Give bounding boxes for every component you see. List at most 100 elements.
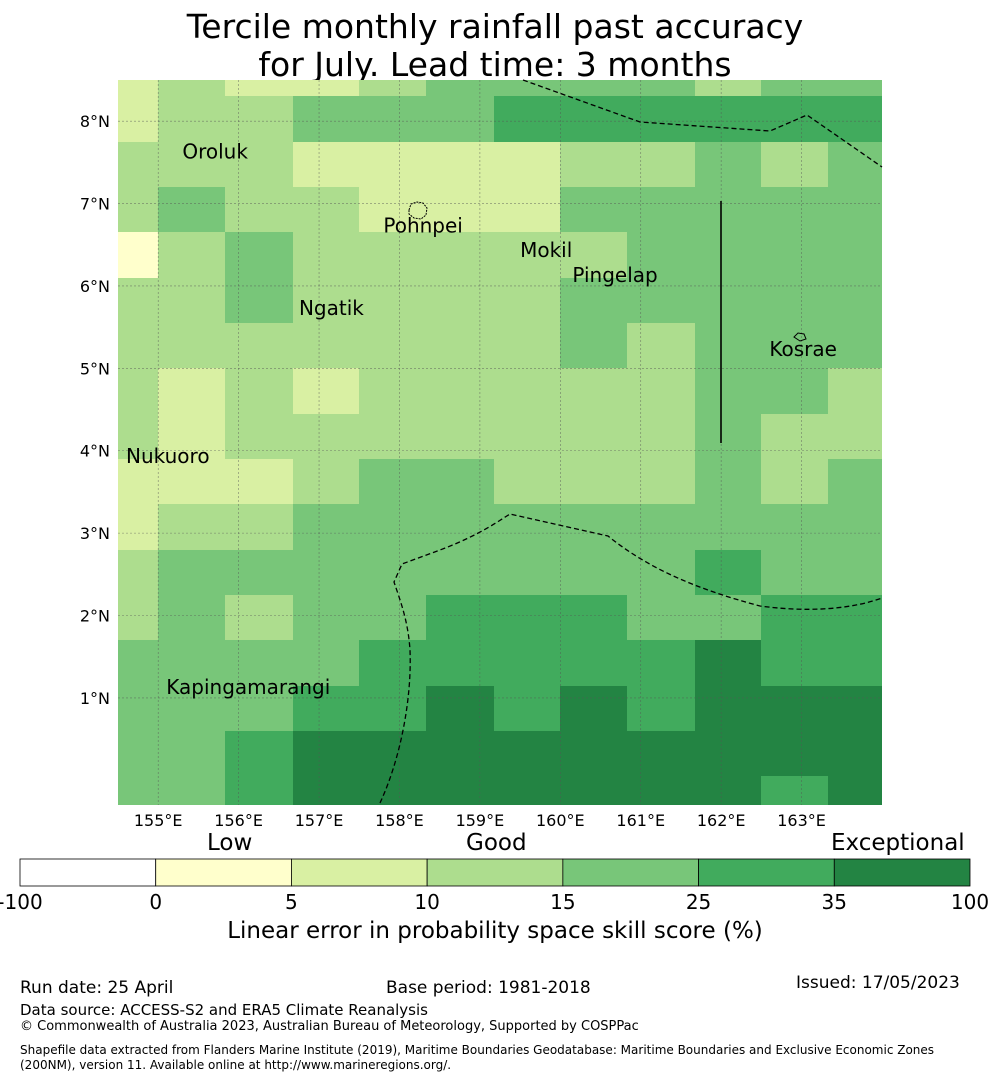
colorbar-label: Linear error in probability space skill …	[227, 918, 763, 944]
lat-tick-label: 3°N	[80, 524, 110, 543]
grid-cell	[761, 278, 828, 323]
place-label: Kapingamarangi	[166, 675, 330, 699]
grid-cell	[225, 459, 293, 504]
colorbar-tick-label: 15	[550, 890, 576, 914]
grid-cell	[118, 278, 158, 323]
grid-cell	[359, 80, 426, 96]
grid-cell	[761, 595, 828, 640]
grid-cell	[494, 96, 560, 142]
grid-cell	[560, 640, 627, 686]
grid-cell	[761, 414, 828, 459]
grid-cell	[293, 187, 359, 232]
grid-cell	[627, 686, 695, 731]
grid-cell	[293, 368, 359, 414]
grid-cell	[118, 414, 158, 459]
grid-cell	[118, 595, 158, 640]
grid-cell	[761, 368, 828, 414]
grid-cell	[627, 414, 695, 459]
grid-cell	[627, 232, 695, 278]
grid-cell	[828, 686, 882, 731]
grid-cell	[225, 731, 293, 776]
grid-cell	[225, 504, 293, 550]
grid-cell	[359, 504, 426, 550]
grid-cell	[828, 550, 882, 595]
grid-cell	[828, 504, 882, 550]
place-label: Mokil	[520, 238, 572, 262]
grid-cell	[695, 414, 761, 459]
base-period: Base period: 1981-2018	[386, 978, 591, 998]
grid-cell	[761, 459, 828, 504]
grid-cell	[293, 776, 359, 805]
grid-cell	[118, 504, 158, 550]
grid-cell	[695, 504, 761, 550]
grid-cell	[761, 640, 828, 686]
grid-cell	[627, 142, 695, 187]
grid-cell	[695, 278, 761, 323]
grid-cell	[426, 142, 494, 187]
colorbar-bin	[426, 858, 564, 887]
lon-tick-label: 155°E	[134, 811, 183, 830]
grid-cell	[695, 640, 761, 686]
grid-cell	[761, 96, 828, 142]
grid-cell	[627, 80, 695, 96]
grid-cell	[118, 731, 158, 776]
grid-cell	[494, 640, 560, 686]
grid-cell	[426, 278, 494, 323]
colorbar-bin	[291, 858, 428, 887]
grid-cell	[695, 187, 761, 232]
eez-boundary-south	[379, 513, 883, 804]
grid-cell	[494, 550, 560, 595]
grid-cell	[426, 96, 494, 142]
data-source: Data source: ACCESS-S2 and ERA5 Climate …	[20, 1001, 428, 1019]
axis-labels: 155°E 156°E 157°E 158°E 159°E 160°E 161°E 162°E…	[80, 112, 826, 830]
place-label: Pohnpei	[383, 213, 463, 237]
grid-cell	[158, 595, 225, 640]
grid-cell	[494, 187, 560, 232]
grid-cell	[494, 80, 560, 96]
grid-cell	[560, 414, 627, 459]
grid-cell	[158, 776, 225, 805]
grid-cell	[828, 414, 882, 459]
grid-cell	[761, 323, 828, 368]
grid-cell	[560, 187, 627, 232]
grid-cell	[828, 278, 882, 323]
grid-cell	[627, 731, 695, 776]
grid-cell	[293, 640, 359, 686]
copyright: © Commonwealth of Australia 2023, Austra…	[20, 1019, 639, 1034]
lon-tick-label: 162°E	[697, 811, 746, 830]
grid-cell	[426, 80, 494, 96]
grid-cell	[494, 278, 560, 323]
grid-cell	[560, 96, 627, 142]
grid-cell	[293, 278, 359, 323]
grid-cell	[426, 232, 494, 278]
grid-cell	[560, 232, 627, 278]
grid-cell	[560, 368, 627, 414]
grid-cell	[627, 504, 695, 550]
grid-cell	[118, 459, 158, 504]
lat-tick-label: 4°N	[80, 442, 110, 461]
grid-cell	[828, 368, 882, 414]
grid-cell	[695, 96, 761, 142]
grid-cell	[560, 323, 627, 368]
colorbar-header-good: Good	[466, 830, 527, 856]
grid-cell	[695, 368, 761, 414]
grid-cell	[158, 414, 225, 459]
grid-cell	[627, 323, 695, 368]
grid-cell	[225, 414, 293, 459]
grid-cell	[761, 504, 828, 550]
grid-cell	[225, 595, 293, 640]
map-title-line-1: Tercile monthly rainfall past accuracy	[186, 7, 804, 46]
grid-cell	[293, 686, 359, 731]
grid-cell	[695, 595, 761, 640]
lon-tick-label: 161°E	[616, 811, 665, 830]
grid-cell	[828, 142, 882, 187]
grid-cell	[627, 640, 695, 686]
grid-cell	[761, 142, 828, 187]
colorbar-tick-label: 25	[685, 890, 712, 914]
grid-cell	[359, 595, 426, 640]
grid-cell	[695, 550, 761, 595]
grid-cell	[359, 459, 426, 504]
grid-cell	[293, 142, 359, 187]
grid-cell	[627, 278, 695, 323]
